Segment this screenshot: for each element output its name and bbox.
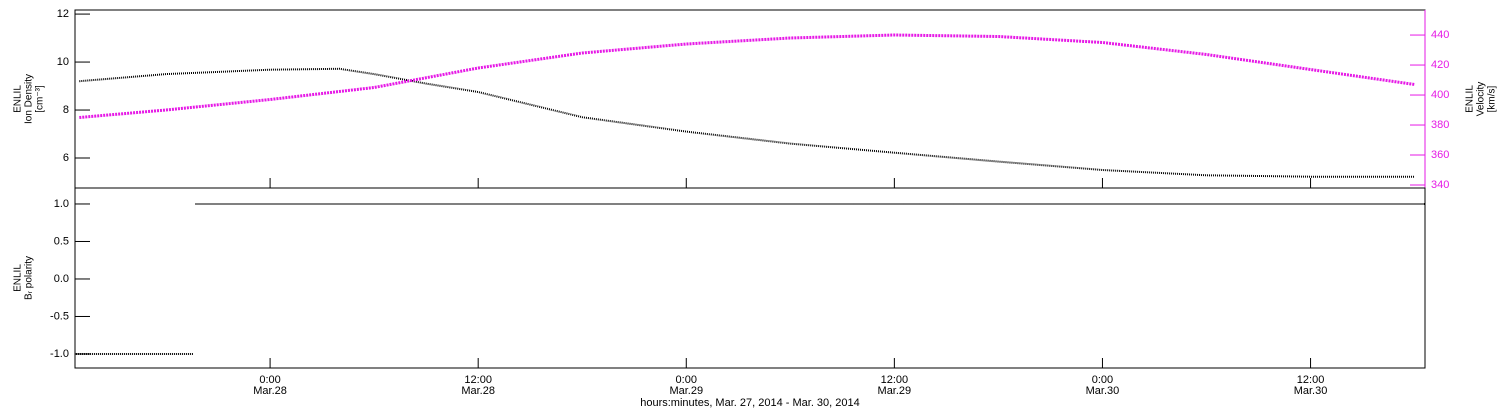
x-tick-label: 12:00 Mar.29 — [878, 374, 912, 397]
y-tick-label: 0.5 — [54, 235, 69, 247]
y-tick-label: 0.0 — [54, 273, 69, 285]
y-tick-label: 1.0 — [54, 198, 69, 210]
y2-tick-label: 360 — [1431, 149, 1449, 161]
x-tick-label: 0:00 Mar.29 — [669, 374, 703, 397]
y-tick-label: -1.0 — [50, 348, 69, 360]
x-tick-label: 12:00 Mar.30 — [1294, 374, 1328, 397]
y2-tick-label: 400 — [1431, 89, 1449, 101]
y-tick-label: 10 — [57, 56, 69, 68]
y-tick-label: 8 — [63, 104, 69, 116]
x-tick-label: 12:00 Mar.28 — [461, 374, 495, 397]
y2-axis-title: ENLIL — [1465, 85, 1476, 113]
y2-tick-label: 440 — [1431, 29, 1449, 41]
plot-frame — [74, 187, 1426, 369]
y-axis-title: Ion Density — [24, 74, 35, 124]
y-axis-title: Bᵣ polarity — [24, 256, 35, 300]
y-axis-title: [cm⁻³] — [35, 85, 46, 113]
y-tick-label: -0.5 — [50, 310, 69, 322]
x-tick-label: 0:00 Mar.28 — [253, 374, 287, 397]
x-axis-title: hours:minutes, Mar. 27, 2014 - Mar. 30, … — [640, 397, 860, 409]
y-axis-title: ENLIL — [13, 85, 24, 113]
y2-tick-label: 340 — [1431, 179, 1449, 191]
y-tick-label: 6 — [63, 152, 69, 164]
data-line — [79, 33, 1415, 119]
y2-tick-label: 380 — [1431, 119, 1449, 131]
y2-axis-title: Velocity — [1476, 82, 1487, 116]
x-tick-label: 0:00 Mar.30 — [1086, 374, 1120, 397]
y-tick-label: 12 — [57, 8, 69, 20]
data-line — [75, 203, 1425, 355]
data-line — [79, 67, 1415, 178]
y-axis-title: ENLIL — [13, 264, 24, 292]
y2-axis-title: [km/s] — [1487, 85, 1498, 112]
y2-tick-label: 420 — [1431, 59, 1449, 71]
